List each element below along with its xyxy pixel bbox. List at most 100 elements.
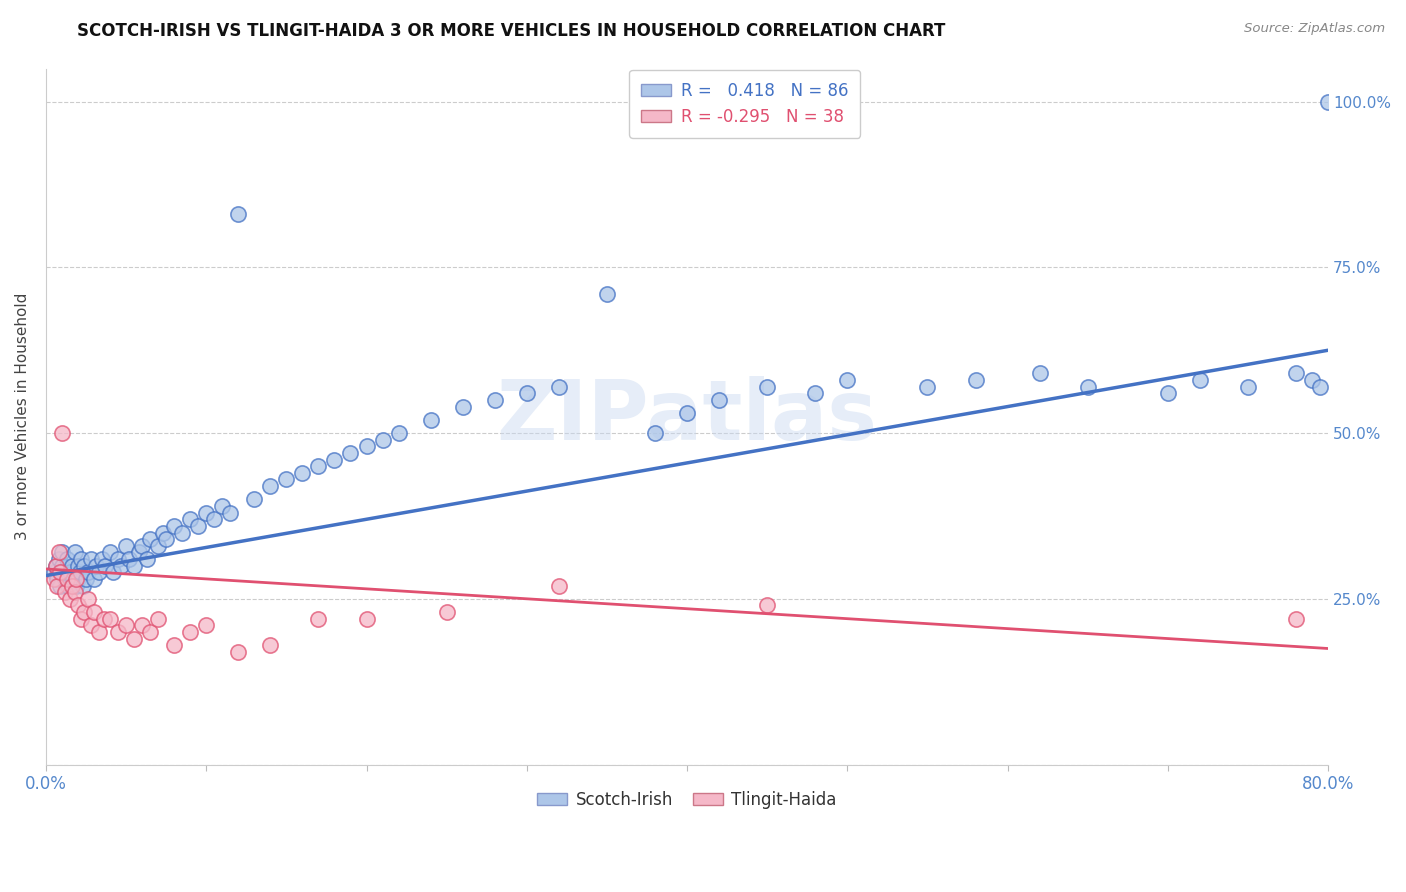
Text: Source: ZipAtlas.com: Source: ZipAtlas.com — [1244, 22, 1385, 36]
Point — [107, 552, 129, 566]
Point — [1285, 367, 1308, 381]
Point — [98, 545, 121, 559]
Point — [136, 552, 159, 566]
Point — [45, 558, 67, 573]
Point — [226, 207, 249, 221]
Point — [356, 612, 378, 626]
Point — [1077, 380, 1099, 394]
Point — [339, 446, 361, 460]
Point — [1028, 367, 1050, 381]
Point — [83, 572, 105, 586]
Point — [202, 512, 225, 526]
Point — [60, 558, 83, 573]
Point — [756, 380, 779, 394]
Point — [356, 439, 378, 453]
Point — [451, 400, 474, 414]
Point — [58, 578, 80, 592]
Point — [73, 558, 96, 573]
Point — [65, 572, 87, 586]
Point — [139, 624, 162, 639]
Y-axis label: 3 or more Vehicles in Household: 3 or more Vehicles in Household — [15, 293, 30, 541]
Point — [62, 572, 84, 586]
Point — [48, 545, 70, 559]
Point — [1157, 386, 1180, 401]
Point — [56, 572, 79, 586]
Point — [80, 618, 103, 632]
Point — [756, 599, 779, 613]
Point — [187, 519, 209, 533]
Point — [49, 566, 72, 580]
Point — [93, 612, 115, 626]
Point — [1301, 373, 1323, 387]
Point — [179, 624, 201, 639]
Point — [83, 605, 105, 619]
Point — [70, 612, 93, 626]
Point — [103, 566, 125, 580]
Point — [80, 552, 103, 566]
Point — [139, 532, 162, 546]
Point — [195, 618, 218, 632]
Point — [172, 525, 194, 540]
Point — [155, 532, 177, 546]
Legend: Scotch-Irish, Tlingit-Haida: Scotch-Irish, Tlingit-Haida — [530, 784, 844, 815]
Point — [87, 624, 110, 639]
Point — [98, 612, 121, 626]
Point — [226, 645, 249, 659]
Point — [122, 632, 145, 646]
Point — [179, 512, 201, 526]
Point — [63, 585, 86, 599]
Point — [56, 552, 79, 566]
Point — [131, 539, 153, 553]
Point — [45, 558, 67, 573]
Point — [917, 380, 939, 394]
Point — [75, 572, 97, 586]
Point — [42, 566, 65, 580]
Point — [547, 380, 569, 394]
Point — [965, 373, 987, 387]
Point — [676, 406, 699, 420]
Point — [46, 578, 69, 592]
Point — [42, 572, 65, 586]
Point — [51, 558, 73, 573]
Point — [152, 525, 174, 540]
Point — [87, 566, 110, 580]
Point — [49, 578, 72, 592]
Point — [66, 558, 89, 573]
Point — [163, 519, 186, 533]
Point — [219, 506, 242, 520]
Point — [259, 479, 281, 493]
Point — [128, 545, 150, 559]
Point — [371, 433, 394, 447]
Point — [1188, 373, 1211, 387]
Point — [91, 552, 114, 566]
Point — [65, 578, 87, 592]
Point — [73, 605, 96, 619]
Point — [259, 638, 281, 652]
Point — [84, 558, 107, 573]
Point — [516, 386, 538, 401]
Point — [387, 426, 409, 441]
Point — [66, 599, 89, 613]
Point — [59, 591, 82, 606]
Point — [804, 386, 827, 401]
Point — [76, 591, 98, 606]
Point — [63, 545, 86, 559]
Point — [51, 426, 73, 441]
Point — [76, 566, 98, 580]
Point — [70, 552, 93, 566]
Point — [707, 392, 730, 407]
Point — [72, 578, 94, 592]
Point — [51, 545, 73, 559]
Point — [69, 566, 91, 580]
Point — [1317, 95, 1340, 109]
Point — [115, 539, 138, 553]
Point — [211, 499, 233, 513]
Point — [115, 618, 138, 632]
Text: ZIPatlas: ZIPatlas — [496, 376, 877, 457]
Point — [122, 558, 145, 573]
Point — [291, 466, 314, 480]
Point — [1237, 380, 1260, 394]
Point — [596, 286, 619, 301]
Point — [323, 452, 346, 467]
Point — [276, 473, 298, 487]
